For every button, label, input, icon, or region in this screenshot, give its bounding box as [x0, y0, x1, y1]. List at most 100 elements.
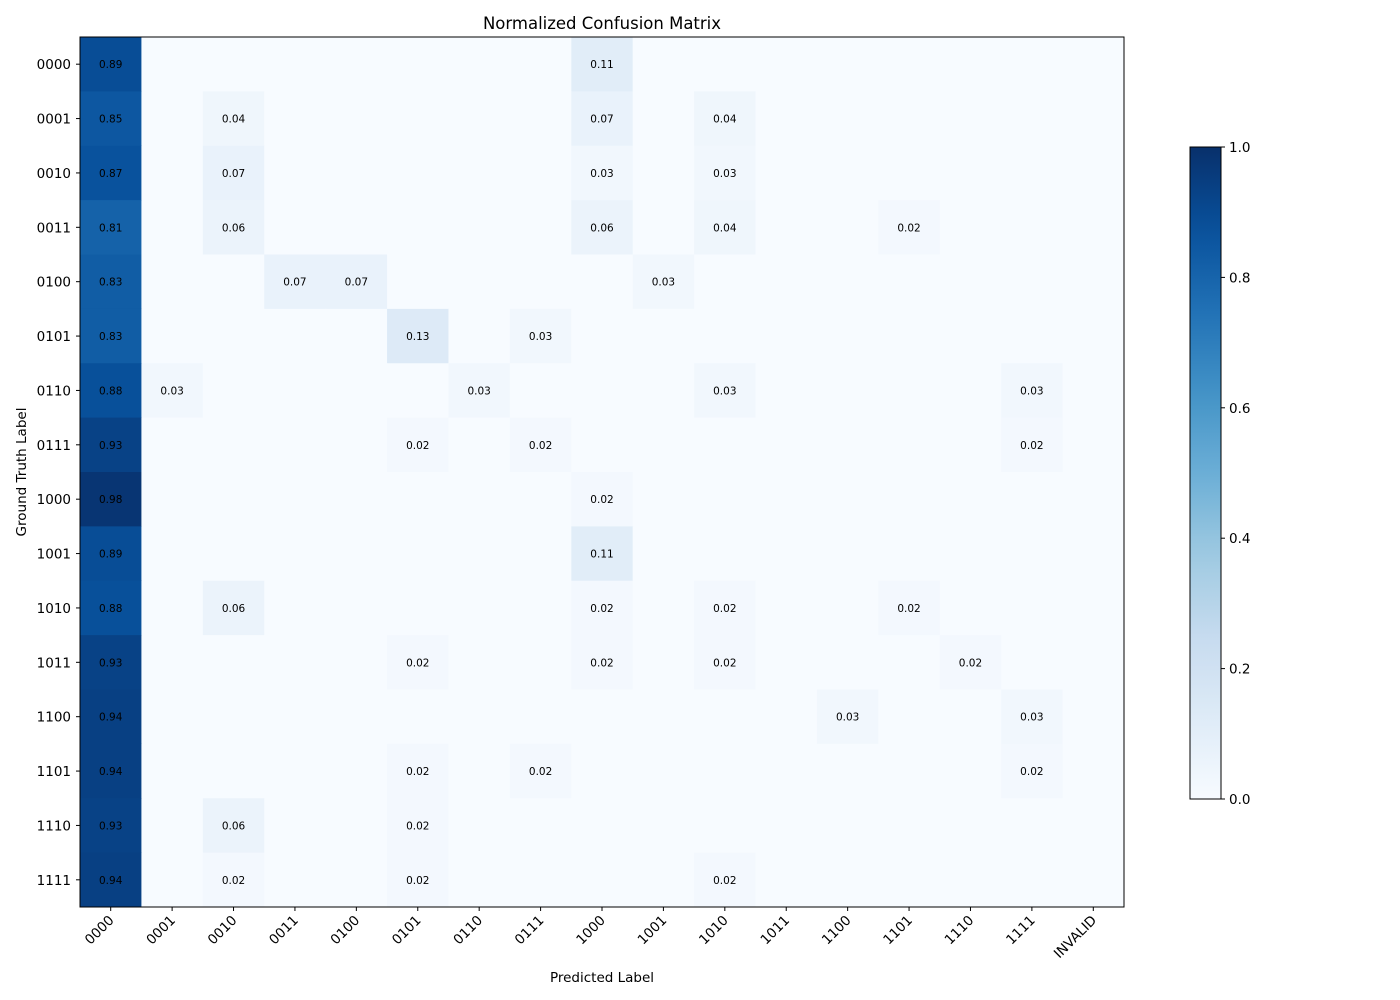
x-tick-label: 0110	[450, 913, 486, 949]
heatmap-cell	[80, 308, 142, 364]
heatmap-cell	[80, 635, 142, 690]
heatmap-cell	[571, 308, 634, 364]
heatmap-cell	[632, 689, 695, 745]
heatmap-cell	[202, 308, 265, 364]
x-tick-label: 1111	[1003, 913, 1039, 949]
heatmap-cell	[816, 363, 879, 419]
cell-value-label: 0.83	[99, 277, 122, 289]
x-tick-label: 0000	[82, 913, 118, 949]
colorbar-ticks: 0.0 0.2 0.4 0.6 0.8 1.0	[1221, 140, 1250, 808]
heatmap-cell	[141, 472, 204, 527]
heatmap-cell	[939, 308, 1002, 364]
heatmap-cell	[939, 798, 1002, 854]
heatmap-cell	[202, 743, 265, 799]
heatmap-cell	[816, 852, 879, 908]
heatmap-cell	[694, 635, 757, 690]
heatmap-cell	[387, 91, 449, 147]
heatmap-cell	[755, 852, 818, 908]
heatmap-cell	[448, 472, 511, 527]
heatmap-cell	[325, 743, 388, 799]
heatmap-cell	[80, 254, 142, 310]
heatmap-cell	[264, 200, 327, 255]
cell-value-label: 0.98	[99, 494, 122, 506]
heatmap-cell	[1062, 91, 1125, 147]
heatmap-cell	[571, 580, 634, 636]
heatmap-cell	[1001, 526, 1064, 582]
heatmap-cell	[509, 91, 572, 147]
heatmap-cell	[755, 37, 818, 92]
cell-value-label: 0.03	[467, 385, 490, 397]
cell-value-label: 0.02	[590, 494, 613, 506]
heatmap-cell	[80, 472, 142, 527]
heatmap-cell	[387, 580, 449, 636]
heatmap-cell	[80, 37, 142, 92]
heatmap-cell	[202, 363, 265, 419]
cell-value-label: 0.06	[590, 222, 614, 234]
heatmap-cell	[632, 743, 695, 799]
heatmap-cell	[939, 91, 1002, 147]
heatmap-cell	[325, 308, 388, 364]
heatmap-cell	[509, 689, 572, 745]
heatmap-cell	[509, 37, 572, 92]
cell-value-label: 0.94	[99, 875, 123, 887]
heatmap-cell	[632, 580, 695, 636]
cell-value-label: 0.03	[713, 385, 736, 397]
heatmap-cell	[202, 417, 265, 473]
heatmap-cell	[755, 689, 818, 745]
heatmap-cell	[694, 526, 757, 582]
heatmap-cell	[509, 635, 572, 690]
x-tick-label: 1010	[696, 913, 732, 949]
cell-value-label: 0.06	[222, 222, 246, 234]
heatmap-cell	[1001, 417, 1064, 473]
heatmap-cell	[448, 635, 511, 690]
x-tick-label: INVALID	[1051, 913, 1100, 962]
heatmap-cell	[1062, 526, 1125, 582]
heatmap-cell	[571, 472, 634, 527]
y-tick-label: 0110	[37, 383, 71, 399]
heatmap-cell	[80, 200, 142, 255]
heatmap-cell	[141, 363, 204, 419]
heatmap-cell	[694, 852, 757, 908]
heatmap-cell	[632, 417, 695, 473]
heatmap-cell	[264, 308, 327, 364]
cell-value-label: 0.02	[713, 657, 736, 669]
cell-value-label: 0.04	[713, 222, 737, 234]
heatmap-cell	[1001, 37, 1064, 92]
x-tick-label: 1011	[757, 913, 793, 949]
colorbar-gradient	[1189, 146, 1222, 800]
heatmap-cell	[448, 37, 511, 92]
cell-value-label: 0.85	[99, 114, 122, 126]
colorbar: 0.0 0.2 0.4 0.6 0.8 1.0	[1189, 140, 1250, 808]
heatmap-cell	[878, 472, 941, 527]
heatmap-cell	[939, 689, 1002, 745]
cell-value-label: 0.81	[99, 222, 122, 234]
heatmap-cell	[694, 363, 757, 419]
cell-value-label: 0.07	[590, 114, 613, 126]
heatmap-cell	[141, 526, 204, 582]
heatmap-cell	[816, 37, 879, 92]
y-tick-label: 0100	[37, 275, 71, 291]
heatmap-cells	[80, 37, 1125, 908]
heatmap-cell	[202, 852, 265, 908]
x-tick-label: 1110	[942, 913, 978, 949]
heatmap-cell	[694, 91, 757, 147]
heatmap-cell	[816, 689, 879, 745]
heatmap-cell	[571, 635, 634, 690]
x-tick-label: 0011	[266, 913, 302, 949]
heatmap-cell	[878, 91, 941, 147]
heatmap-cell	[1062, 254, 1125, 310]
heatmap-cell	[816, 635, 879, 690]
y-tick-label: 1101	[37, 764, 71, 780]
heatmap-cell	[1001, 689, 1064, 745]
heatmap-cell	[1062, 852, 1125, 908]
heatmap-cell	[755, 417, 818, 473]
heatmap-cell	[387, 308, 449, 364]
heatmap-cell	[878, 363, 941, 419]
heatmap-cell	[571, 417, 634, 473]
heatmap-cell	[80, 580, 142, 636]
y-tick-label: 0000	[37, 57, 71, 73]
heatmap-cell	[448, 417, 511, 473]
cell-value-label: 0.04	[222, 114, 246, 126]
heatmap-cell	[202, 472, 265, 527]
heatmap-cell	[1062, 635, 1125, 690]
